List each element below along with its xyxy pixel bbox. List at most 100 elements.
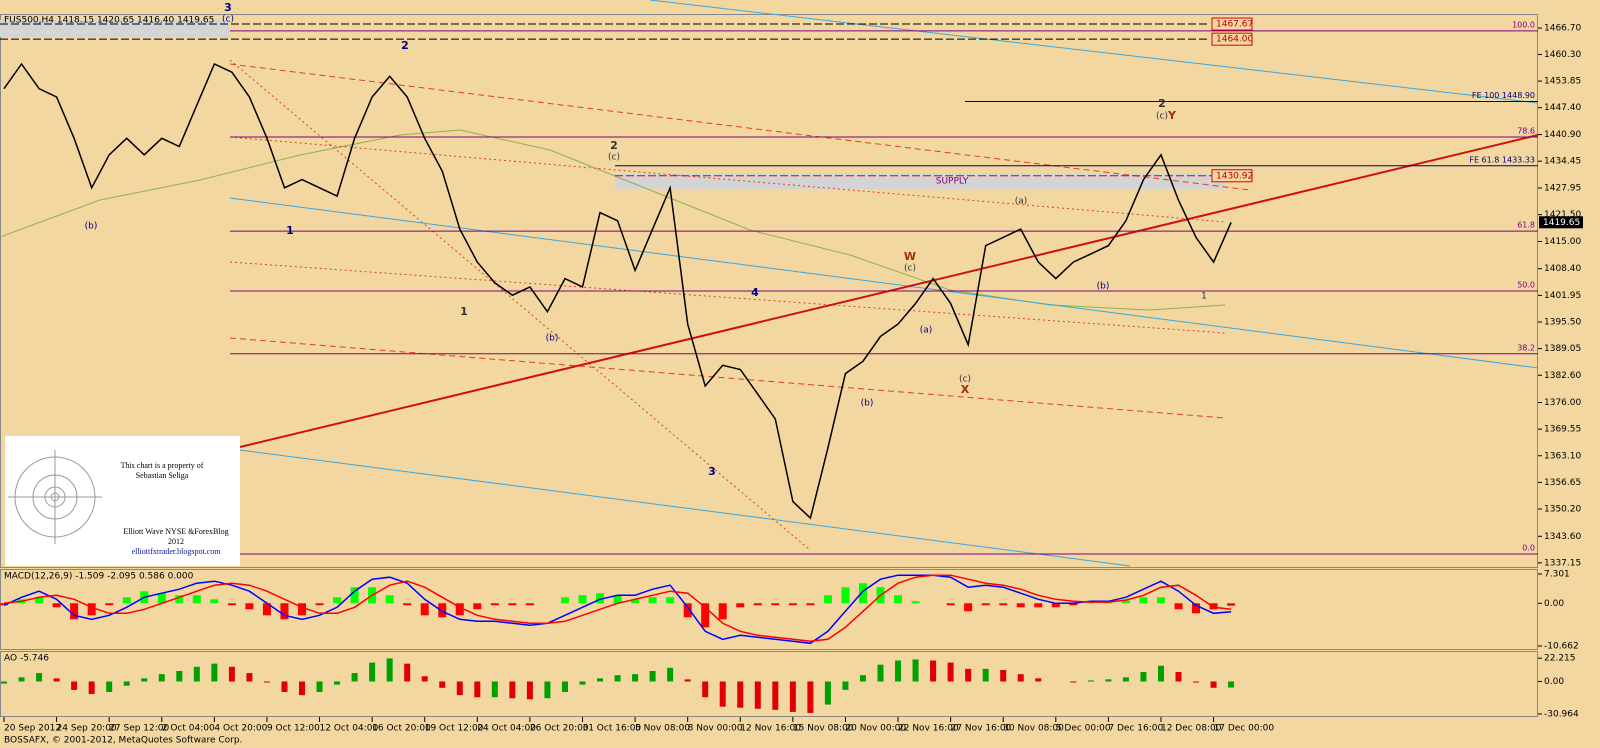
ao-bar [1035, 678, 1042, 682]
macd-bar [981, 603, 990, 606]
ao-bar [369, 662, 376, 682]
y-tick-label: 1408.40 [1544, 264, 1581, 274]
macd-bar [122, 597, 131, 604]
macd-bar [788, 603, 797, 606]
macd-bar [631, 599, 640, 604]
macd-bar [964, 603, 973, 612]
ao-bar [597, 678, 604, 682]
watermark-link: elliottfxtrader.blogspot.com [132, 547, 222, 556]
macd-bar [613, 595, 622, 604]
y-tick-label: 1343.60 [1544, 532, 1581, 542]
macd-bar [105, 603, 114, 606]
wave-label: SUPPLY [936, 177, 969, 187]
channel-line [229, 337, 1226, 419]
footer: BOSSAFX, © 2001-2012, MetaQuotes Softwar… [4, 736, 242, 746]
macd-bar [420, 603, 429, 616]
level-label-box [1211, 32, 1253, 46]
level-label: 50.0 [1517, 281, 1535, 290]
level-label: FE 100 1448.90 [1472, 91, 1535, 100]
channel-line [229, 197, 1539, 369]
x-tick-label: 20 Nov 00:00 [845, 724, 906, 734]
ao-bar [947, 662, 954, 682]
x-tick-label: 12 Nov 16:00 [740, 724, 801, 734]
ao-bar [246, 673, 253, 682]
y-tick-label: 1376.00 [1544, 398, 1581, 408]
y-tick-label: 0.00 [1544, 677, 1564, 687]
ao-bar [789, 681, 796, 712]
macd-bar [596, 593, 605, 604]
macd-bar [1139, 597, 1148, 604]
ao-bar [1193, 681, 1200, 683]
wave-label: 4 [751, 286, 759, 299]
macd-bar [1156, 597, 1165, 604]
channel-line [229, 63, 1251, 191]
macd-bar [1121, 600, 1130, 604]
macd-bar [210, 599, 219, 604]
wave-label: (c) [608, 153, 620, 163]
ao-bar [176, 670, 183, 682]
macd-bar [350, 587, 359, 604]
watermark: This chart is a property of Sebastian Se… [5, 436, 240, 566]
trendlines [0, 0, 1539, 567]
macd-bar [999, 603, 1008, 606]
macd-bar [298, 603, 307, 616]
ao-bar [491, 681, 498, 698]
wave-label: (b) [1097, 282, 1110, 292]
y-tick-label: 1350.20 [1544, 505, 1581, 515]
ao-bar [561, 681, 568, 692]
ao-bar [684, 679, 691, 682]
macd-bar [227, 603, 236, 606]
watermark-text: Elliott Wave NYSE &ForexBlog [123, 527, 228, 536]
wave-label: 3 [224, 1, 232, 14]
y-tick-label: 1337.15 [1544, 558, 1581, 568]
watermark-box [5, 436, 240, 566]
channel-line [229, 136, 1226, 223]
wave-label: 2 [1158, 97, 1166, 110]
wave-label: (c) [1156, 112, 1168, 122]
x-tick-label: 8 Nov 00:00 [688, 724, 743, 734]
macd-bar [753, 603, 762, 606]
level-label: 0.0 [1522, 544, 1535, 553]
panel-title: AO -5.746 [4, 654, 49, 664]
ao-bar [211, 663, 218, 682]
ao-bar [824, 681, 831, 705]
ao-bar [1105, 679, 1112, 682]
macd-bar [438, 603, 447, 618]
macd-bar [35, 597, 44, 604]
watermark-text: 2012 [168, 537, 184, 546]
ao-bar [1122, 677, 1129, 682]
ao-bar [754, 681, 761, 709]
level-label: 1464.00 [1216, 35, 1253, 45]
macd-line [3, 574, 1232, 643]
macd-bar [1209, 603, 1218, 610]
y-tick-label: 1460.30 [1544, 50, 1581, 60]
macd-bar [946, 603, 955, 606]
macd-bar [806, 603, 815, 606]
macd-bar [403, 603, 412, 606]
wave-label: (c) [904, 264, 916, 274]
macd-bar [52, 603, 61, 608]
x-tick-label: 27 Nov 16:00 [951, 724, 1012, 734]
price-line [3, 62, 1232, 520]
y-tick-label: 1401.95 [1544, 291, 1581, 301]
macd-bar [1174, 603, 1183, 610]
macd-bar [1051, 603, 1060, 608]
y-tick-label: 7.301 [1544, 570, 1570, 580]
watermark-text: This chart is a property of [121, 461, 204, 470]
ao-bar [579, 681, 586, 685]
y-tick-label: 22.215 [1544, 654, 1576, 664]
macd-bar [718, 603, 727, 620]
ao-bar [263, 681, 270, 683]
wave-label: (b) [546, 334, 559, 344]
ao-bar [912, 659, 919, 682]
level-label: 78.6 [1517, 127, 1535, 136]
level-label: FE 61.8 1433.33 [1469, 155, 1535, 164]
ao-bar [772, 681, 779, 710]
wave-label: 2 [610, 139, 618, 152]
ao-bar [299, 681, 306, 696]
ao-bar [88, 681, 95, 695]
x-tick-label: 17 Dec 00:00 [1214, 724, 1275, 734]
x-tick-label: 7 Dec 16:00 [1108, 724, 1163, 734]
